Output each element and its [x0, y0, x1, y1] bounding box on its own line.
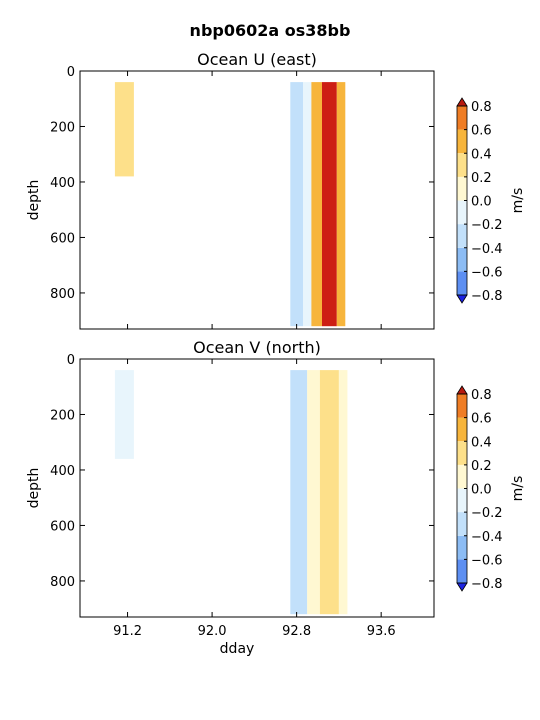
data-column — [322, 82, 337, 327]
colorbar-tick-label: −0.8 — [471, 577, 503, 592]
x-tick-label: 91.2 — [113, 624, 142, 639]
colorbar-extend-max — [456, 97, 468, 107]
colorbar-band — [457, 464, 467, 489]
plot-frame — [79, 358, 435, 618]
y-tick-label: 200 — [50, 120, 75, 135]
figure-suptitle: nbp0602a os38bb — [190, 21, 351, 40]
colorbar-tick-label: 0.4 — [471, 435, 492, 450]
y-tick-label: 600 — [50, 519, 75, 534]
colorbar-tick-label: 0.4 — [471, 147, 492, 162]
colorbar-band — [457, 271, 467, 295]
colorbar-extend-max — [456, 385, 468, 395]
chart-panel-1: Ocean U (east) 0 200 400 600 800 depth −0.8 −0.6… — [26, 50, 526, 330]
y-tick-label: 800 — [50, 287, 75, 302]
y-axis-label: depth — [26, 180, 42, 221]
colorbar-tick-label: −0.4 — [471, 530, 503, 545]
y-tick-label: 200 — [50, 408, 75, 423]
colorbar-band — [457, 488, 467, 513]
colorbar-tick-label: 0.6 — [471, 124, 492, 139]
colorbar-band — [457, 441, 467, 465]
colorbar-band — [457, 106, 467, 130]
x-tick-label: 92.0 — [198, 624, 227, 639]
chart-title: Ocean V (north) — [193, 338, 321, 357]
colorbar-band — [457, 512, 467, 536]
colorbar-tick-label: 0.8 — [471, 100, 492, 115]
colorbar-band — [457, 176, 467, 201]
data-column — [290, 82, 303, 327]
x-axis-label: dday — [220, 641, 255, 657]
colorbar-extend-min — [456, 294, 468, 304]
colorbar-tick-label: 0.0 — [471, 195, 492, 210]
y-tick-label: 600 — [50, 231, 75, 246]
colorbar-band — [457, 417, 467, 442]
colorbar: −0.8 −0.6 −0.4 −0.2 0.0 0.2 0.4 0.6 0.8 m/s — [456, 97, 526, 304]
colorbar-tick-label: −0.8 — [471, 289, 503, 304]
colorbar-band — [457, 247, 467, 272]
data-column — [319, 370, 339, 615]
colorbar-band — [457, 153, 467, 177]
y-tick-label: 0 — [67, 353, 75, 368]
chart-title: Ocean U (east) — [197, 50, 317, 69]
colorbar-tick-label: −0.4 — [471, 242, 503, 257]
colorbar-band — [457, 535, 467, 560]
colorbar-tick-label: 0.2 — [471, 171, 492, 186]
heatmap-cells — [114, 82, 346, 327]
colorbar-tick-label: 0.2 — [471, 459, 492, 474]
colorbar-band — [457, 129, 467, 154]
colorbar-tick-label: 0.6 — [471, 412, 492, 427]
chart-panel-2: Ocean V (north) 0 200 400 600 800 91.2 92.0 92.8… — [26, 338, 526, 657]
colorbar-label: m/s — [510, 476, 526, 502]
colorbar-extend-min — [456, 582, 468, 592]
colorbar-band — [457, 200, 467, 225]
colorbar-band — [457, 224, 467, 248]
data-column — [290, 370, 308, 615]
y-tick-label: 400 — [50, 464, 75, 479]
colorbar-band — [457, 559, 467, 583]
data-column — [114, 370, 134, 459]
colorbar: −0.8 −0.6 −0.4 −0.2 0.0 0.2 0.4 0.6 0.8 m/s — [456, 385, 526, 592]
data-column — [311, 82, 322, 327]
y-tick-label: 400 — [50, 176, 75, 191]
colorbar-band — [457, 394, 467, 418]
data-column — [338, 370, 348, 615]
y-tick-label: 0 — [67, 65, 75, 80]
data-column — [307, 370, 320, 615]
colorbar-tick-label: −0.6 — [471, 553, 503, 568]
x-tick-label: 92.8 — [282, 624, 311, 639]
heatmap-cells — [114, 370, 348, 615]
colorbar-label: m/s — [510, 188, 526, 214]
plot-frame — [79, 70, 435, 330]
colorbar-tick-label: −0.2 — [471, 218, 503, 233]
colorbar-tick-label: 0.8 — [471, 388, 492, 403]
data-column — [303, 82, 312, 327]
y-tick-label: 800 — [50, 575, 75, 590]
colorbar-tick-label: 0.0 — [471, 483, 492, 498]
colorbar-tick-label: −0.2 — [471, 506, 503, 521]
data-column — [114, 82, 134, 177]
x-tick-label: 93.6 — [367, 624, 396, 639]
data-column — [336, 82, 346, 327]
y-axis-label: depth — [26, 468, 42, 509]
colorbar-tick-label: −0.6 — [471, 265, 503, 280]
